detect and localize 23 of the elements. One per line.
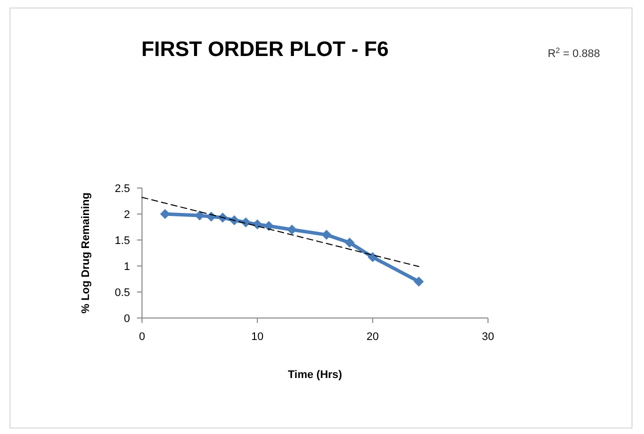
- y-tick-label: 0.5: [114, 286, 130, 299]
- point: [240, 217, 251, 228]
- y-axis-title: % Log Drug Remaining: [80, 192, 92, 314]
- x-tick-label: 10: [251, 331, 264, 343]
- x-tick-label: 30: [482, 331, 494, 343]
- y-tick-label: 2: [124, 208, 130, 221]
- x-tick-label: 0: [138, 331, 146, 343]
- point: [252, 219, 262, 230]
- point: [414, 276, 424, 287]
- point: [286, 224, 297, 235]
- y-tick-label: 1.5: [114, 234, 130, 247]
- point: [264, 220, 274, 231]
- point: [322, 230, 332, 240]
- x-tick-label: 20: [366, 331, 379, 343]
- point: [368, 252, 378, 262]
- x-axis-title: Time (Hrs): [288, 369, 342, 381]
- point: [194, 210, 205, 221]
- point: [344, 238, 355, 248]
- text: R$^{2}$ = 0.888: [548, 46, 600, 60]
- y-tick-label: 0: [124, 312, 130, 325]
- y-tick-label: 1: [124, 260, 130, 273]
- y-tick-label: 2.5: [114, 182, 130, 195]
- chart-title: FIRST ORDER PLOT - F6: [141, 38, 389, 61]
